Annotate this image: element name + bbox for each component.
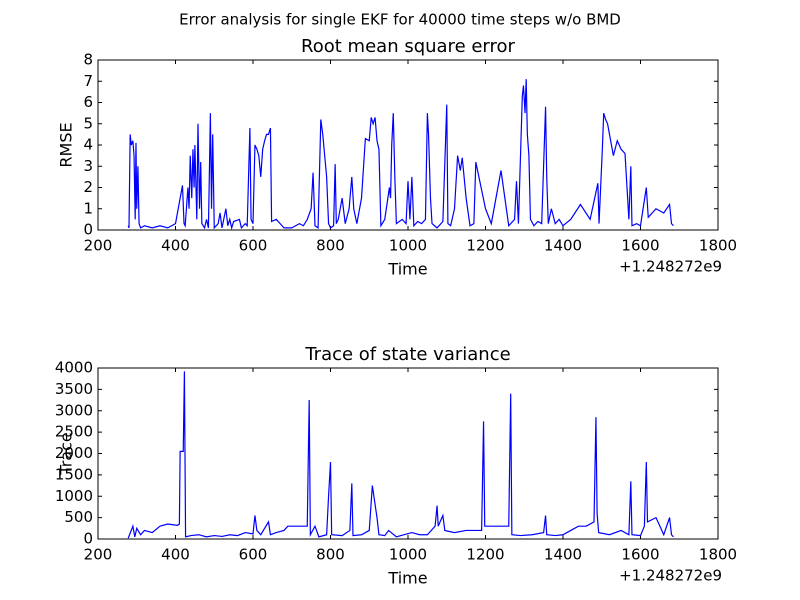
y-axis-label: Trace [57,432,76,475]
data-line [127,79,674,231]
x-axis-label: Time [387,569,427,588]
y-tick-label: 2500 [55,423,93,441]
x-tick-label: 800 [316,546,345,564]
y-tick-label: 6 [83,93,93,111]
x-tick-label: 600 [239,237,268,255]
y-tick-label: 8 [83,51,93,69]
x-tick-label: 1400 [544,237,582,255]
suptitle: Error analysis for single EKF for 40000 … [179,11,621,29]
y-tick-label: 2 [83,178,93,196]
axes-frame [97,59,719,231]
x-tick-label: 400 [161,546,190,564]
axes-title: Trace of state variance [304,344,510,365]
axes-title: Root mean square error [301,36,515,57]
x-tick-label: 1600 [621,546,659,564]
axes-frame [97,367,719,540]
x-tick-label: 1800 [699,546,737,564]
y-tick-label: 5 [83,114,93,132]
y-tick-label: 3500 [55,380,93,398]
data-line [127,371,674,539]
x-tick-label: 1000 [389,237,427,255]
x-tick-label: 1800 [699,237,737,255]
x-tick-label: 1200 [466,546,504,564]
x-tick-label: 1000 [389,546,427,564]
y-axis-label: RMSE [57,122,76,167]
y-tick-label: 4 [83,136,93,154]
x-tick-label: 400 [161,237,190,255]
y-tick-label: 500 [64,508,93,526]
x-tick-label: 1600 [621,237,659,255]
y-tick-label: 3000 [55,401,93,419]
y-tick-label: 7 [83,72,93,90]
y-tick-label: 1000 [55,487,93,505]
x-axis-label: Time [387,260,427,279]
x-offset-label: +1.248272e9 [619,567,722,585]
x-offset-label: +1.248272e9 [619,258,722,276]
y-tick-label: 3 [83,157,93,175]
y-tick-label: 1500 [55,465,93,483]
x-tick-label: 1400 [544,546,582,564]
y-tick-label: 0 [83,221,93,239]
y-tick-label: 1 [83,199,93,217]
x-tick-label: 200 [84,546,113,564]
y-tick-label: 0 [83,530,93,548]
y-tick-label: 4000 [55,359,93,377]
x-tick-label: 800 [316,237,345,255]
x-tick-label: 600 [239,546,268,564]
y-tick-label: 2000 [55,444,93,462]
x-tick-label: 200 [84,237,113,255]
x-tick-label: 1200 [466,237,504,255]
